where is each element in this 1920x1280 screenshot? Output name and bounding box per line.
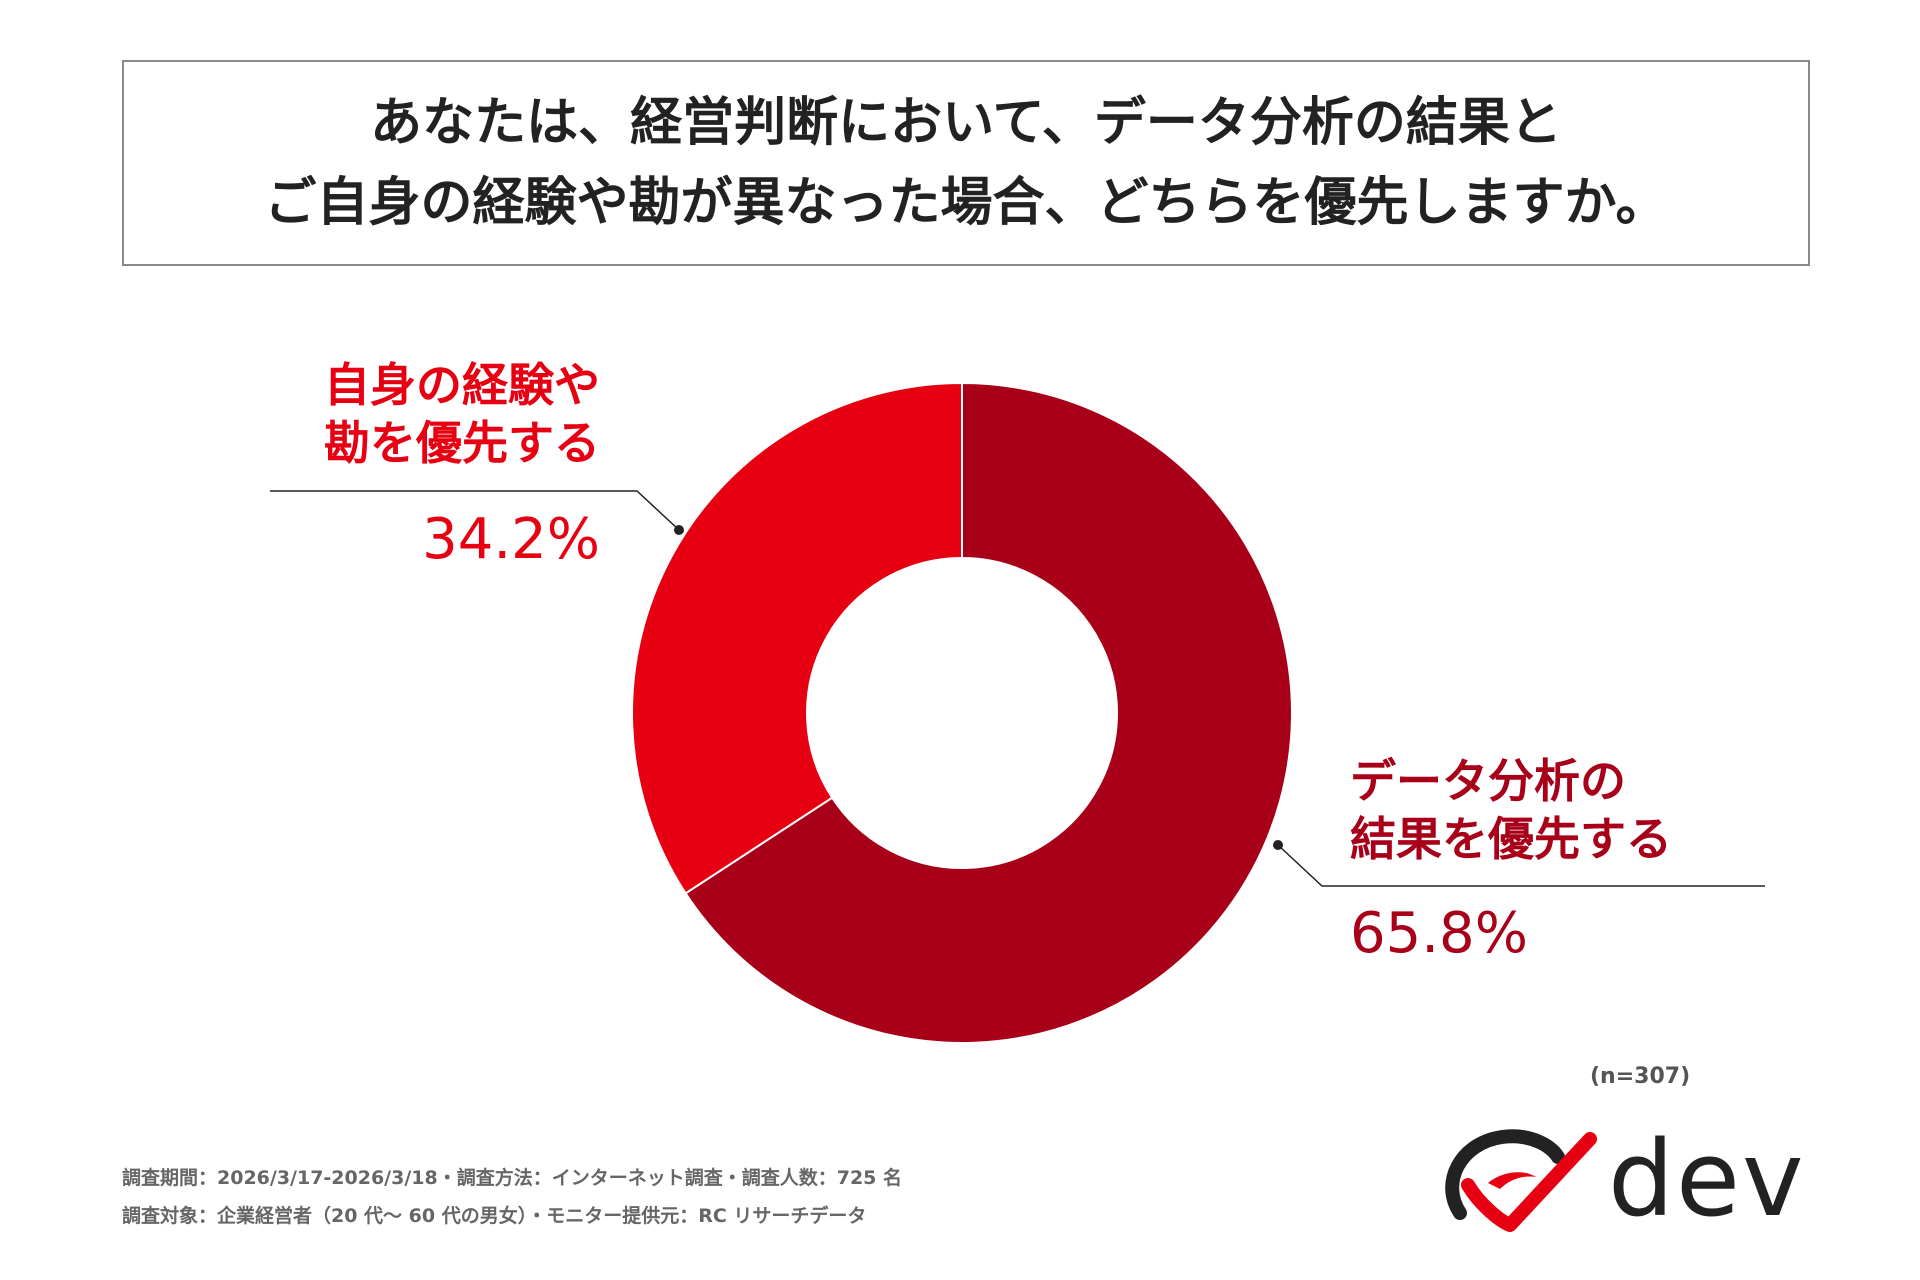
- donut-slice-data-analysis: [684, 381, 1293, 1044]
- title-line-1: あなたは、経営判断において、データ分析の結果と: [370, 93, 1562, 153]
- leader-dot-intuition: [674, 525, 684, 535]
- label-data-line1: データ分析の: [1350, 754, 1626, 808]
- footer-survey-target: 調査対象：企業経営者（20 代〜 60 代の男女）・モニター提供元：RC リサー…: [122, 1205, 867, 1227]
- dev-logo-text: dev: [1608, 1118, 1806, 1240]
- value-intuition: 34.2%: [422, 507, 600, 572]
- label-intuition-line1: 自身の経験や: [324, 358, 600, 412]
- label-data: データ分析の 結果を優先する: [1350, 752, 1672, 868]
- label-intuition: 自身の経験や 勘を優先する: [300, 356, 600, 472]
- leader-line-data: [1277, 844, 1765, 887]
- sample-size: (n=307): [1590, 1064, 1691, 1089]
- value-data: 65.8%: [1350, 901, 1528, 966]
- label-intuition-line2: 勘を優先する: [324, 416, 600, 470]
- leader-line-intuition: [270, 490, 680, 531]
- dev-logo-mark: [1445, 1129, 1597, 1232]
- leader-dot-data: [1273, 840, 1283, 850]
- label-data-line2: 結果を優先する: [1350, 812, 1672, 866]
- title-box: あなたは、経営判断において、データ分析の結果と ご自身の経験や勘が異なった場合、…: [122, 60, 1810, 266]
- donut-slice-experience: [631, 381, 963, 895]
- footer-survey-period: 調査期間：2026/3/17-2026/3/18・調査方法：インターネット調査・…: [122, 1167, 903, 1189]
- title-line-2: ご自身の経験や勘が異なった場合、どちらを優先しますか。: [264, 173, 1668, 233]
- dev-logo: dev: [1440, 1119, 1820, 1245]
